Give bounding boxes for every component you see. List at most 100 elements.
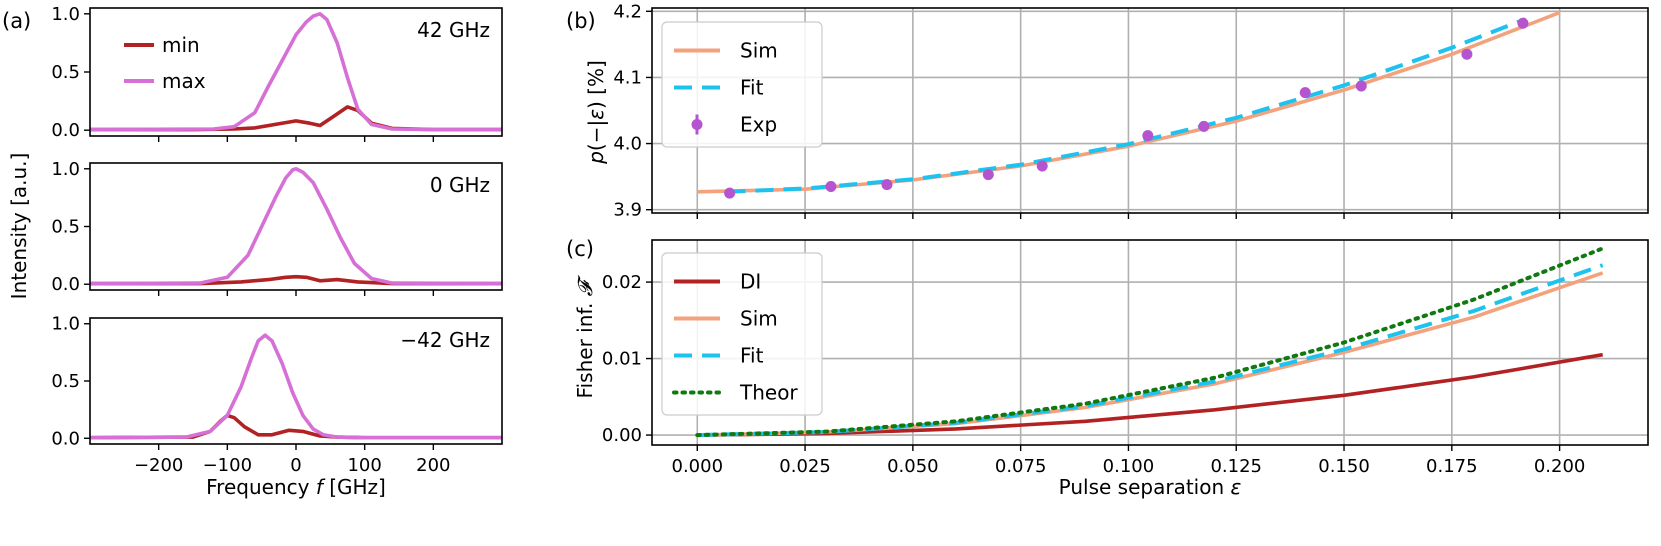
exp-point <box>1142 130 1154 142</box>
y-tick-label: 0.5 <box>51 371 80 392</box>
a-xlabel-text: Frequency <box>206 475 316 499</box>
axes-frame <box>89 7 503 137</box>
plot-area-b <box>697 10 1561 199</box>
y-tick-label: 4.0 <box>613 134 642 155</box>
bc-xlabel-var: ε <box>1231 475 1242 499</box>
series-fit-line <box>727 17 1526 194</box>
legend-fit-label: Fit <box>740 76 764 100</box>
axes-frame <box>89 317 503 445</box>
x-tick-label: 0.150 <box>1318 456 1370 477</box>
axes-frame <box>89 162 503 291</box>
chart-a1: 0.0 0.5 1.0 42 GHz min max <box>51 4 503 142</box>
b-ylabel-eps: ε <box>584 109 608 120</box>
frequency-annotation: −42 GHz <box>400 328 490 352</box>
x-tick-label: 200 <box>416 455 450 476</box>
y-tick-label: 4.1 <box>613 67 642 88</box>
chart-a2: 0.0 0.5 1.0 0 GHz <box>51 159 503 296</box>
exp-point <box>1461 48 1473 60</box>
chart-c: 0.00 0.01 0.02 0.000 0.025 0.050 0.075 0.100 0.1… <box>602 239 1649 477</box>
exp-point <box>1355 80 1367 92</box>
bc-xlabel-text: Pulse separation <box>1059 475 1231 499</box>
exp-point <box>982 169 994 181</box>
legend-sim-label: Sim <box>740 39 778 63</box>
legend-max-label: max <box>162 69 206 93</box>
series-min-line <box>90 105 502 132</box>
x-tick-label: −200 <box>134 455 183 476</box>
series-max-line <box>90 12 502 132</box>
series-sim-line <box>697 271 1604 437</box>
x-tick-label: 0.125 <box>1210 456 1262 477</box>
c-ylabel: Fisher inf. 𝓕 <box>573 274 597 398</box>
y-tick-label: 0.01 <box>602 349 642 370</box>
a-xlabel: Frequency f [GHz] <box>206 475 386 499</box>
panel-label-b: (b) <box>566 9 596 33</box>
x-tick-label: 0 <box>290 455 301 476</box>
y-tick-label: 0.00 <box>602 425 642 446</box>
panel-label-c: (c) <box>566 237 594 261</box>
y-tick-label: 4.2 <box>613 1 642 22</box>
series-min-line <box>90 413 502 440</box>
series-min-line <box>90 274 502 286</box>
x-tick-label: 100 <box>347 455 381 476</box>
y-tick-label: 1.0 <box>51 159 80 180</box>
a-ylabel: Intensity [a.u.] <box>7 153 31 300</box>
y-tick-label: 1.0 <box>51 4 80 25</box>
x-tick-label: 0.050 <box>887 456 939 477</box>
y-tick-label: 3.9 <box>613 200 642 221</box>
series-theor-line <box>695 246 1605 438</box>
legend-min-label: min <box>162 33 200 57</box>
y-tick-label: 0.5 <box>51 62 80 83</box>
a-xlabel-unit: [GHz] <box>323 475 386 499</box>
y-tick-label: 0.5 <box>51 217 80 238</box>
c-ylabel-var: 𝓕 <box>573 274 597 296</box>
x-tick-label: 0.175 <box>1426 456 1478 477</box>
axes-frame <box>651 239 1649 446</box>
y-tick-label: 1.0 <box>51 314 80 335</box>
legend-box <box>661 21 823 148</box>
series-max-line <box>90 167 502 286</box>
y-tick-label: 0.0 <box>51 120 80 141</box>
legend-exp-marker <box>691 119 703 130</box>
x-tick-label: 0.200 <box>1534 456 1586 477</box>
legend-di-label: DI <box>740 270 761 294</box>
b-ylabel-var: p <box>584 151 608 165</box>
b-ylabel: p(−|ε) [%] <box>584 60 608 165</box>
y-tick-label: 0.0 <box>51 428 80 449</box>
series-max-line <box>90 333 502 440</box>
x-tick-label: 0.100 <box>1103 456 1155 477</box>
chart-a3: 0.0 0.5 1.0 −200 −100 0 100 200 −42 GHz <box>51 314 503 476</box>
legend-theor-label: Theor <box>739 381 798 405</box>
y-tick-label: 0.0 <box>51 274 80 295</box>
exp-point <box>881 179 893 191</box>
plot-area-c <box>695 246 1605 438</box>
legend-box <box>661 252 823 416</box>
legend-exp-label: Exp <box>740 113 777 137</box>
plot-area-a1 <box>90 12 502 132</box>
panel-label-a: (a) <box>2 9 31 33</box>
series-di-line <box>697 352 1604 437</box>
a-xlabel-var: f <box>316 475 326 499</box>
plot-area-a2 <box>90 167 502 286</box>
b-ylabel-mid: (−| <box>584 120 608 151</box>
y-tick-label: 0.02 <box>602 272 642 293</box>
chart-b: 3.9 4.0 4.1 4.2 Sim Fit Exp <box>613 1 1649 221</box>
exp-point <box>1198 120 1210 132</box>
axes-frame <box>651 7 1649 214</box>
b-ylabel-unit: ) [%] <box>584 60 608 109</box>
exp-point <box>1036 160 1048 172</box>
exp-point <box>825 181 837 193</box>
bc-xlabel: Pulse separation ε <box>1059 475 1242 499</box>
exp-point <box>1517 17 1529 29</box>
exp-point <box>1299 87 1311 99</box>
frequency-annotation: 42 GHz <box>417 18 490 42</box>
x-tick-label: 0.000 <box>672 456 724 477</box>
x-tick-label: 0.075 <box>995 456 1047 477</box>
series-fit-line <box>697 263 1604 438</box>
c-ylabel-text: Fisher inf. <box>573 296 597 398</box>
legend-fit-label: Fit <box>740 344 764 368</box>
x-tick-label: 0.025 <box>779 456 831 477</box>
plot-area-a3 <box>90 333 502 440</box>
x-tick-label: −100 <box>203 455 252 476</box>
